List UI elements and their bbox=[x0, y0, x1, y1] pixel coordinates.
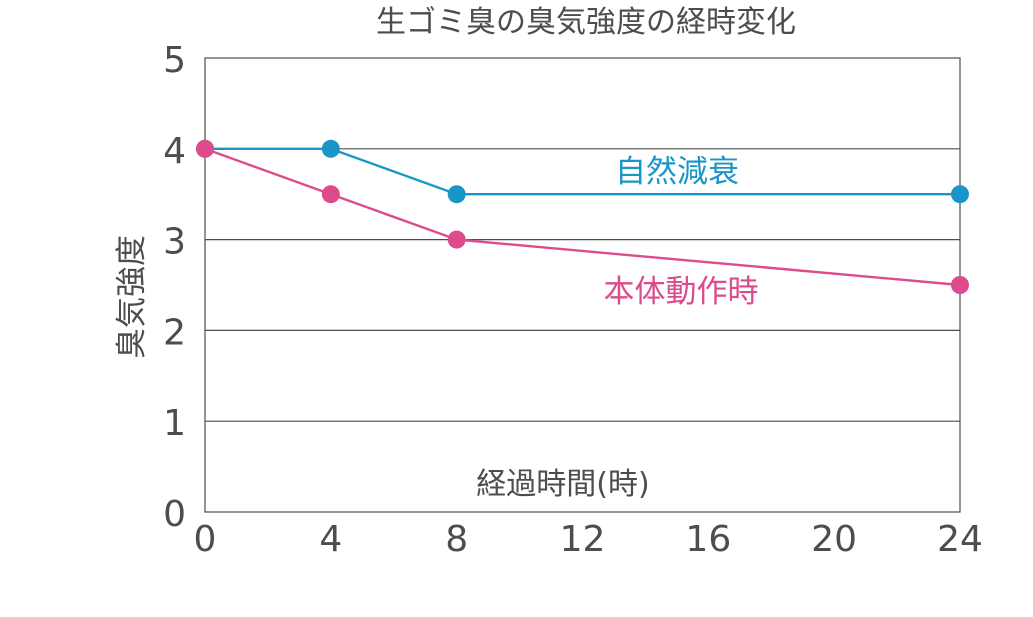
y-tick-labels: 0 1 2 3 4 5 bbox=[163, 40, 186, 535]
y-axis-label: 臭気強度 bbox=[114, 235, 150, 359]
y-tick-label: 1 bbox=[163, 403, 186, 444]
data-point bbox=[447, 230, 466, 249]
series-line-1 bbox=[204, 147, 961, 287]
series-group bbox=[196, 139, 969, 294]
series-label-device-operating: 本体動作時 bbox=[604, 274, 759, 310]
data-point bbox=[321, 139, 340, 158]
plot-frame bbox=[204, 57, 961, 513]
chart-title: 生ゴミ臭の臭気強度の経時変化 bbox=[376, 5, 796, 40]
series-line-0 bbox=[205, 147, 960, 196]
x-tick-label: 4 bbox=[319, 519, 342, 560]
data-point bbox=[447, 185, 466, 204]
data-point bbox=[196, 139, 214, 158]
x-tick-label: 8 bbox=[445, 519, 468, 560]
series-label-natural-decay: 自然減衰 bbox=[615, 154, 739, 190]
y-tick-label: 3 bbox=[163, 222, 186, 263]
x-tick-label: 12 bbox=[560, 519, 606, 560]
x-tick-label: 20 bbox=[811, 519, 857, 560]
x-tick-label: 16 bbox=[685, 519, 731, 560]
data-point bbox=[321, 185, 340, 204]
x-axis-label: 経過時間(時) bbox=[476, 467, 649, 502]
x-tick-label: 24 bbox=[937, 519, 983, 560]
y-tick-label: 0 bbox=[163, 494, 186, 535]
x-tick-labels: 0 4 8 12 16 20 24 bbox=[194, 519, 983, 560]
data-point bbox=[951, 276, 969, 294]
y-tick-label: 5 bbox=[163, 40, 186, 81]
y-tick-label: 4 bbox=[163, 131, 186, 172]
y-tick-label: 2 bbox=[163, 312, 186, 353]
x-tick-label: 0 bbox=[194, 519, 217, 560]
data-point bbox=[951, 185, 969, 204]
